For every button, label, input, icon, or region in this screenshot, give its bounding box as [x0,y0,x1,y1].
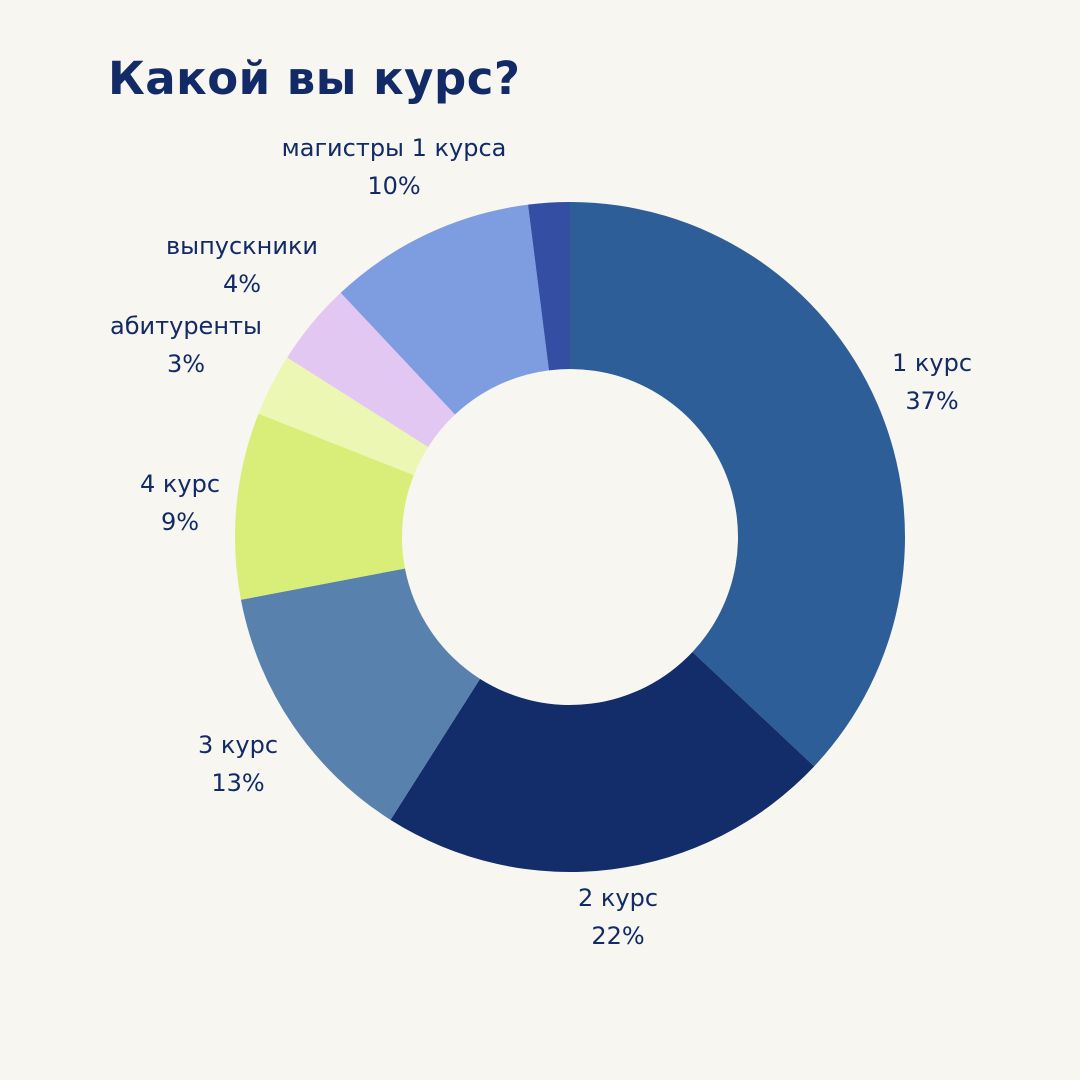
donut-slice-2 [240,568,480,820]
slice-percent-2: 13% [211,769,264,797]
slice-percent-3: 9% [161,508,199,536]
slice-label-4: абитуренты [110,312,262,340]
donut-slice-1 [390,652,815,872]
donut-slice-0 [570,202,906,767]
slice-label-0: 1 курс [892,349,972,377]
donut-labels: 1 курс 37% 2 курс 22% 3 курс 13% 4 курс 9% абиту… [110,134,972,950]
slice-label-2: 3 курс [198,731,278,759]
slice-percent-0: 37% [905,387,958,415]
slice-percent-5: 4% [223,270,261,298]
slice-label-3: 4 курс [140,470,220,498]
donut-slice-4 [258,357,429,476]
slice-label-6: магистры 1 курса [282,134,507,162]
donut-slice-7 [528,202,570,371]
donut-slices [235,202,906,872]
slice-percent-4: 3% [167,350,205,378]
slice-percent-6: 10% [367,172,420,200]
donut-slice-3 [235,413,414,600]
slice-label-1: 2 курс [578,884,658,912]
chart-title: Какой вы курс? [108,52,521,105]
donut-slice-5 [287,292,455,447]
slice-percent-1: 22% [591,922,644,950]
donut-slice-6 [340,204,549,415]
slice-label-5: выпускники [166,232,318,260]
